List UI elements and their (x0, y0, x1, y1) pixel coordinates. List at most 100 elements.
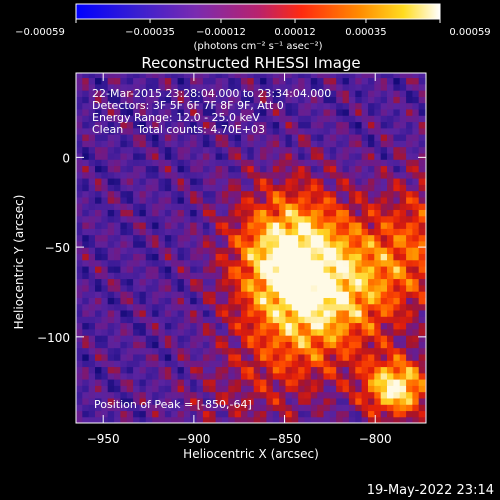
heatmap-cell (234, 215, 242, 223)
heatmap-cell (387, 341, 394, 349)
heatmap-cell (348, 73, 356, 79)
heatmap-cell (355, 341, 363, 349)
heatmap-cell (355, 73, 363, 79)
heatmap-cell (336, 360, 344, 368)
heatmap-cell (412, 115, 420, 123)
heatmap-cell (418, 347, 426, 355)
heatmap-cell (133, 134, 141, 141)
heatmap-cell (291, 178, 299, 185)
heatmap-cell (247, 184, 255, 192)
heatmap-cell (317, 178, 325, 185)
heatmap-cell (222, 247, 229, 254)
heatmap-cell (202, 115, 210, 123)
heatmap-cell (228, 335, 236, 342)
heatmap-cell (336, 152, 344, 160)
heatmap-cell (183, 96, 191, 104)
heatmap-cell (272, 291, 280, 298)
heatmap-cell (133, 159, 141, 167)
heatmap-cell (304, 209, 312, 217)
heatmap-cell (158, 108, 166, 116)
heatmap-cell (114, 90, 122, 97)
heatmap-cell (202, 309, 210, 317)
heatmap-cell (298, 410, 306, 418)
heatmap-cell (145, 146, 153, 154)
heatmap-cell (279, 328, 287, 336)
heatmap-cell (374, 284, 382, 292)
heatmap-cell (266, 253, 274, 261)
heatmap-cell (310, 322, 318, 330)
heatmap-cell (228, 83, 236, 91)
heatmap-cell (190, 90, 198, 97)
heatmap-cell (126, 247, 134, 254)
heatmap-cell (158, 265, 166, 273)
heatmap-cell (272, 309, 280, 317)
heatmap-cell (209, 259, 217, 267)
heatmap-cell (202, 379, 210, 386)
heatmap-cell (406, 196, 414, 204)
heatmap-cell (304, 253, 312, 261)
heatmap-cell (253, 190, 261, 198)
heatmap-cell (234, 391, 242, 399)
heatmap-cell (260, 404, 268, 412)
heatmap-cell (107, 397, 115, 405)
heatmap-cell (298, 152, 306, 160)
heatmap-cell (133, 146, 141, 154)
heatmap-cell (241, 215, 248, 223)
heatmap-cell (304, 353, 312, 361)
heatmap-cell (323, 184, 331, 192)
heatmap-cell (412, 410, 420, 418)
heatmap-cell (374, 335, 382, 342)
heatmap-cell (291, 240, 299, 248)
heatmap-cell (133, 265, 141, 273)
heatmap-cell (279, 196, 287, 204)
heatmap-cell (241, 284, 248, 292)
heatmap-cell (298, 328, 306, 336)
heatmap-cell (253, 328, 261, 336)
heatmap-cell (171, 372, 179, 380)
heatmap-cell (329, 140, 337, 148)
heatmap-cell (329, 209, 337, 217)
heatmap-cell (241, 303, 248, 311)
heatmap-cell (348, 316, 356, 324)
heatmap-cell (82, 184, 90, 192)
heatmap-cell (342, 108, 350, 116)
heatmap-cell (342, 134, 350, 141)
heatmap-cell (317, 159, 325, 167)
heatmap-cell (228, 353, 236, 361)
colorbar (75, 3, 441, 20)
heatmap-cell (234, 360, 242, 368)
heatmap-cell (95, 297, 102, 305)
heatmap-cell (279, 102, 287, 110)
heatmap-cell (209, 140, 217, 148)
heatmap-cell (304, 222, 312, 229)
heatmap-cell (114, 272, 122, 280)
heatmap-cell (368, 335, 375, 342)
heatmap-cell (234, 203, 242, 210)
heatmap-cell (310, 272, 318, 280)
heatmap-cell (266, 228, 274, 236)
heatmap-cell (190, 379, 198, 386)
heatmap-cell (158, 297, 166, 305)
heatmap-cell (107, 178, 115, 185)
heatmap-cell (183, 309, 191, 317)
heatmap-cell (374, 404, 382, 412)
heatmap-cell (126, 209, 134, 217)
heatmap-cell (158, 385, 166, 393)
heatmap-cell (190, 196, 198, 204)
heatmap-cell (152, 127, 160, 135)
heatmap-cell (196, 385, 204, 393)
heatmap-cell (101, 366, 109, 374)
heatmap-cell (88, 347, 96, 355)
heatmap-cell (285, 291, 293, 298)
heatmap-cell (95, 328, 102, 336)
heatmap-cell (272, 335, 280, 342)
heatmap-cell (406, 102, 414, 110)
heatmap-cell (152, 152, 160, 160)
heatmap-cell (190, 102, 198, 110)
heatmap-cell (418, 190, 426, 198)
heatmap-cell (114, 291, 122, 298)
heatmap-cell (418, 83, 426, 91)
heatmap-cell (368, 165, 375, 173)
heatmap-cell (145, 335, 153, 342)
heatmap-cell (342, 247, 350, 254)
